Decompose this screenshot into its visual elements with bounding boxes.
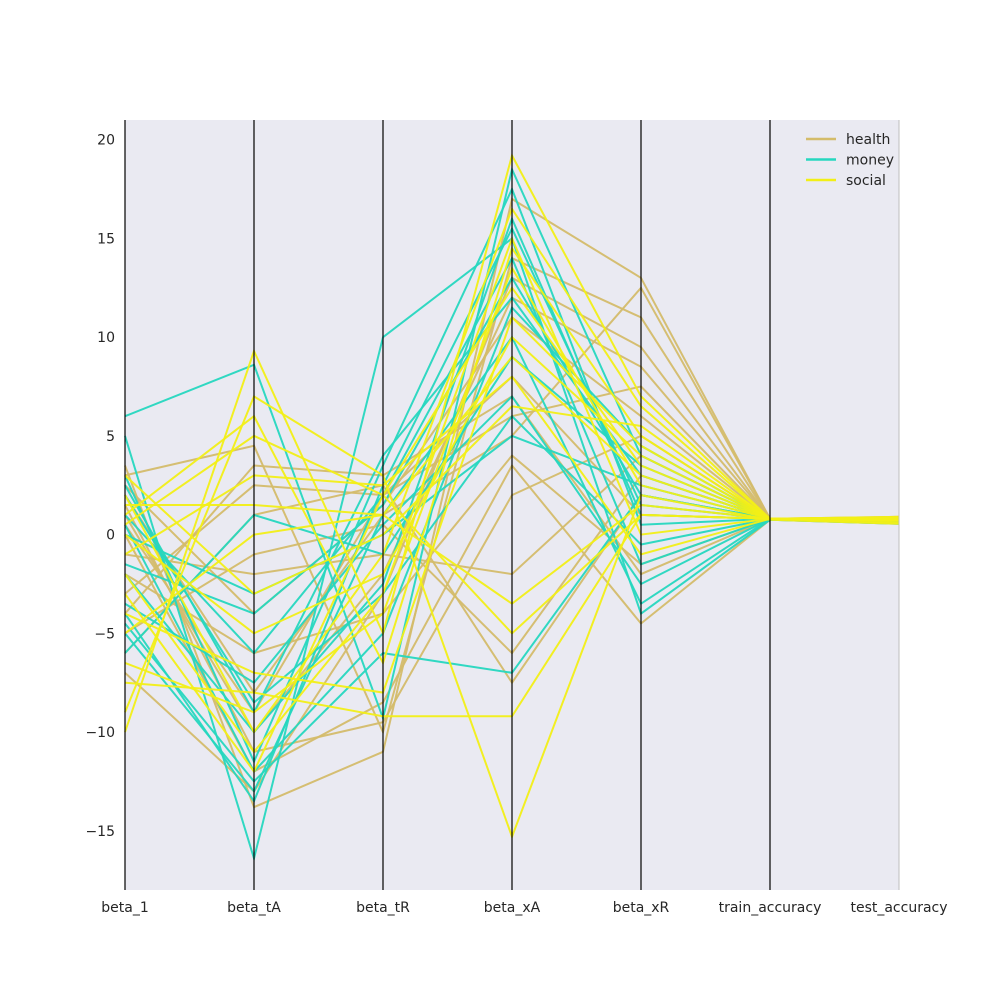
- dimension-label-test_accuracy: test_accuracy: [850, 900, 947, 916]
- y-tick-label: 5: [106, 429, 115, 445]
- y-tick-label: −15: [85, 824, 115, 840]
- dimension-axes: [124, 120, 900, 890]
- legend: health money social: [806, 132, 894, 189]
- dimension-label-beta_tR: beta_tR: [356, 900, 410, 916]
- legend-label-health: health: [846, 132, 890, 148]
- y-tick-label: 10: [97, 330, 115, 346]
- dimension-label-beta_1: beta_1: [101, 900, 148, 916]
- y-tick-label: −10: [85, 725, 115, 741]
- y-tick-label: 20: [97, 133, 115, 149]
- dimension-labels: beta_1 beta_tA beta_tR beta_xA beta_xR train_…: [101, 900, 947, 916]
- y-tick-labels: −15 −10 −5 0 5 10 15 20: [85, 133, 115, 840]
- dimension-label-beta_xA: beta_xA: [484, 900, 541, 916]
- legend-label-money: money: [846, 153, 894, 169]
- dimension-label-beta_xR: beta_xR: [613, 900, 670, 916]
- y-tick-label: −5: [94, 626, 115, 642]
- y-tick-label: 15: [97, 231, 115, 247]
- legend-label-social: social: [846, 173, 886, 189]
- y-tick-label: 0: [106, 528, 115, 544]
- dimension-label-train_accuracy: train_accuracy: [719, 900, 822, 916]
- dimension-label-beta_tA: beta_tA: [227, 900, 281, 916]
